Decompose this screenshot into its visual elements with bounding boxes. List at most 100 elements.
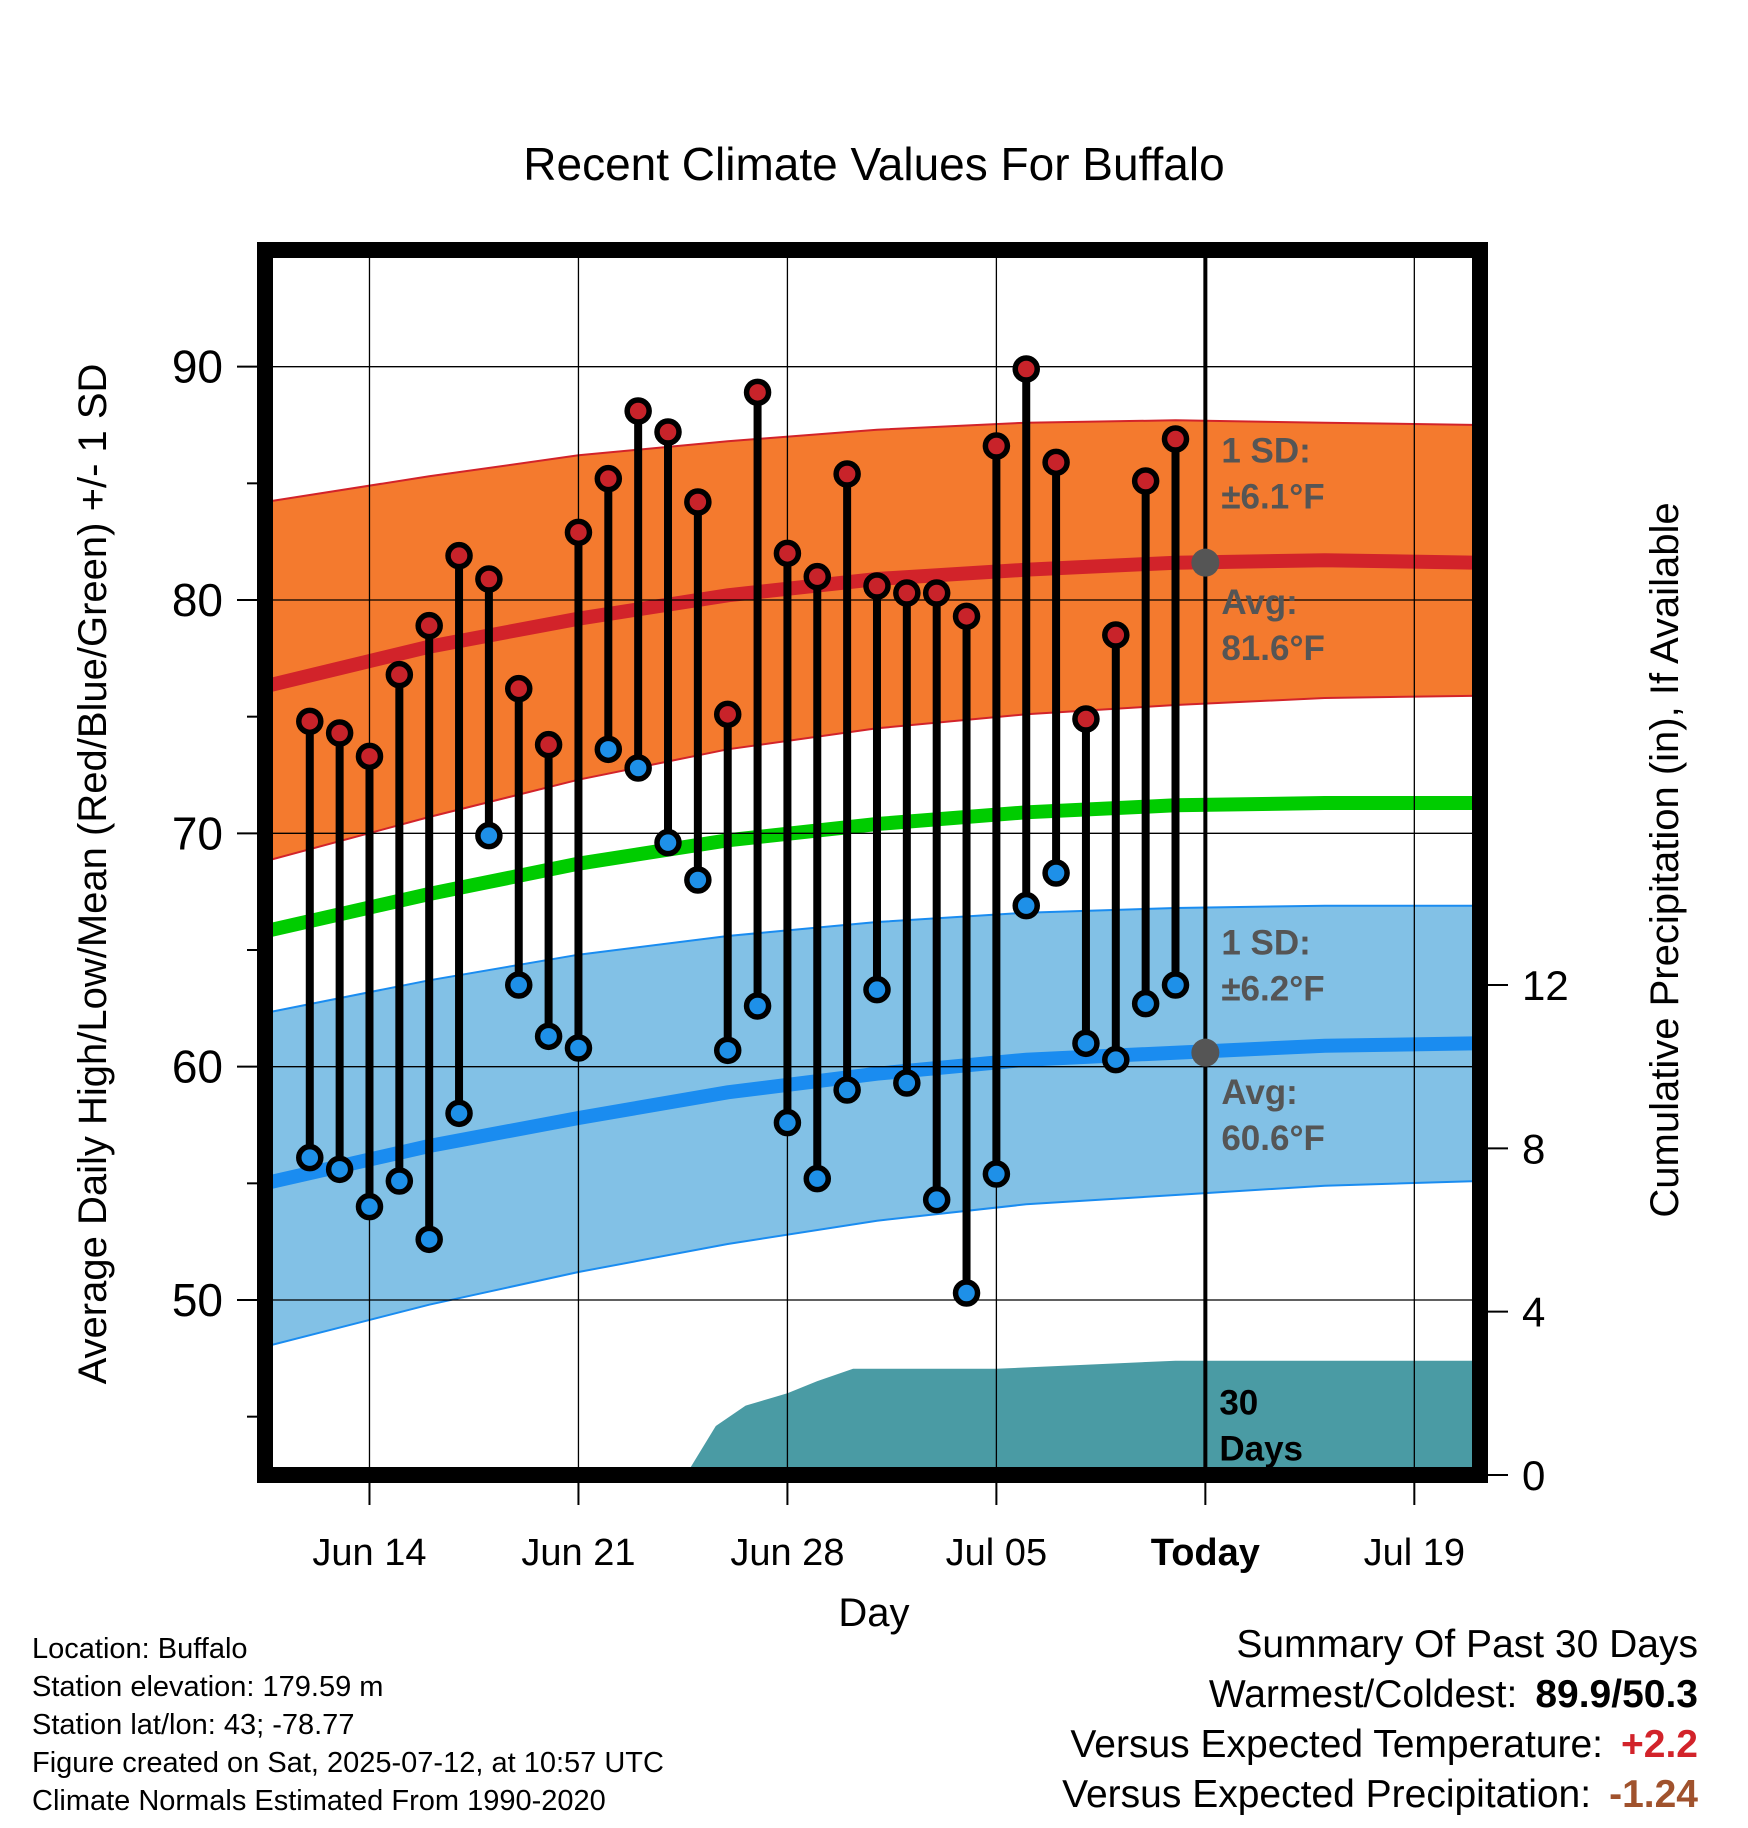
daily-high-point [534, 730, 563, 759]
low-avg-annotation: Avg: 60.6°F [1221, 1073, 1325, 1158]
daily-high-point [893, 579, 921, 607]
high-sd-annotation: 1 SD: ±6.1°F [1221, 431, 1324, 516]
daily-high-point [594, 464, 623, 493]
daily-high-point [325, 719, 354, 747]
temp-row: Versus Expected Temperature: +2.2 [1062, 1720, 1698, 1770]
daily-high-point [355, 742, 384, 771]
plot-frame [257, 242, 1488, 1483]
normal-low-line [265, 1036, 1480, 1191]
warm-cold-row: Warmest/Coldest: 89.9/50.3 [1062, 1670, 1698, 1720]
station-info: Location: Buffalo Station elevation: 179… [32, 1630, 664, 1820]
daily-low-point [1072, 1029, 1100, 1058]
y-tick-label: 90 [172, 341, 223, 393]
low-sd-band [265, 905, 1480, 1347]
temp-label: Versus Expected Temperature: [1070, 1723, 1603, 1766]
daily-low-point [296, 1143, 324, 1172]
y2-tick-label: 0 [1522, 1452, 1545, 1499]
daily-high-point [564, 518, 593, 547]
x-tick-label: Jun 28 [730, 1532, 844, 1574]
daily-high-point [1131, 467, 1160, 495]
y-tick-label: 60 [172, 1041, 223, 1093]
daily-low-point [684, 866, 712, 894]
high-avg-annotation-line: Avg: [1221, 583, 1297, 622]
daily-high-point [504, 674, 533, 703]
daily-high-point [863, 572, 891, 600]
daily-low-point [1102, 1045, 1130, 1074]
chart-title: Recent Climate Values For Buffalo [523, 138, 1224, 190]
daily-low-point [504, 971, 533, 999]
daily-high-point [1042, 448, 1070, 477]
daily-low-point [355, 1192, 384, 1221]
daily-high-point [982, 432, 1011, 460]
daily-low-point [803, 1164, 832, 1193]
daily-high-point [952, 602, 981, 631]
daily-high-point [624, 397, 652, 425]
daily-high-point [743, 378, 772, 407]
daily-high-point [1012, 355, 1040, 383]
summary-heading: Summary Of Past 30 Days [1236, 1623, 1698, 1666]
daily-low-point [564, 1034, 593, 1062]
daily-low-point [893, 1069, 921, 1097]
days-annotation-line: 30 [1219, 1383, 1258, 1422]
today-low-avg-marker [1191, 1038, 1220, 1067]
low-sd-annotation-line: ±6.2°F [1221, 970, 1324, 1009]
x-tick-label: Jun 14 [312, 1532, 426, 1574]
daily-low-point [325, 1155, 354, 1184]
normals-text: Climate Normals Estimated From 1990-2020 [32, 1785, 606, 1817]
y2-tick-label: 12 [1522, 962, 1569, 1009]
warm-cold-label: Warmest/Coldest: [1208, 1673, 1518, 1716]
daily-low-point [475, 821, 503, 850]
precip-row: Versus Expected Precipitation: -1.24 [1062, 1770, 1698, 1820]
x-tick-label: Jul 05 [946, 1532, 1047, 1574]
daily-high-point [654, 418, 682, 446]
location-text: Location: Buffalo [32, 1633, 248, 1665]
created-text: Figure created on Sat, 2025-07-12, at 10… [32, 1747, 664, 1779]
low-avg-annotation-line: 60.6°F [1221, 1119, 1325, 1158]
high-avg-annotation: Avg: 81.6°F [1221, 583, 1325, 668]
y2-tick-label: 8 [1522, 1125, 1545, 1172]
daily-high-point [922, 579, 951, 607]
precip-area [685, 1360, 1480, 1475]
daily-low-point [863, 975, 891, 1004]
precip-label: Versus Expected Precipitation: [1062, 1773, 1592, 1816]
plot-content: 1 SD: ±6.1°F Avg: 81.6°F 1 SD: ±6.2°F Avg: 60.6… [265, 250, 1480, 1475]
daily-low-point [385, 1167, 414, 1195]
low-avg-annotation-line: Avg: [1221, 1073, 1297, 1112]
y-tick-label: 80 [172, 574, 223, 626]
daily-low-point [1042, 859, 1070, 887]
elevation-text: Station elevation: 179.59 m [32, 1671, 384, 1703]
daily-low-point [624, 754, 652, 782]
precip-value: -1.24 [1609, 1773, 1698, 1816]
high-avg-annotation-line: 81.6°F [1221, 629, 1325, 668]
high-sd-annotation-line: ±6.1°F [1221, 477, 1324, 516]
x-tick-label: Today [1151, 1532, 1260, 1574]
daily-low-point [833, 1076, 861, 1104]
daily-low-point [922, 1185, 951, 1214]
daily-low-point [952, 1279, 981, 1307]
daily-high-point [475, 565, 503, 593]
daily-high-point [833, 460, 861, 488]
daily-high-point [1161, 425, 1190, 453]
high-band-upper-edge [265, 419, 1480, 503]
daily-low-point [773, 1108, 802, 1137]
daily-low-point [654, 828, 682, 857]
daily-high-point [415, 611, 443, 640]
today-high-avg-marker [1191, 548, 1220, 577]
daily-high-point [445, 541, 473, 570]
summary-panel: Summary Of Past 30 Days Warmest/Coldest:… [1062, 1620, 1698, 1820]
daily-high-point [803, 562, 832, 591]
daily-high-point [684, 488, 712, 516]
y-tick-label: 70 [172, 807, 223, 859]
daily-high-point [385, 660, 414, 689]
daily-low-point [534, 1022, 563, 1051]
y-axis-label: Average Daily High/Low/Mean (Red/Blue/Gr… [71, 364, 115, 1385]
x-tick-label: Jul 19 [1364, 1532, 1465, 1574]
daily-low-point [1131, 989, 1160, 1018]
daily-low-point [982, 1160, 1011, 1188]
high-sd-annotation-line: 1 SD: [1221, 431, 1310, 470]
daily-high-point [296, 707, 324, 736]
low-band-lower-edge [265, 1180, 1480, 1348]
latlon-text: Station lat/lon: 43; -78.77 [32, 1709, 355, 1741]
y2-axis-label: Cumulative Precipitation (in), If Availa… [1643, 502, 1687, 1217]
daily-low-point [743, 992, 772, 1020]
